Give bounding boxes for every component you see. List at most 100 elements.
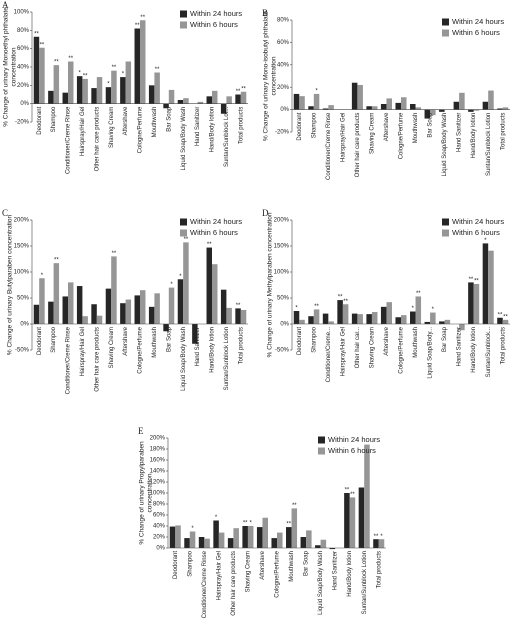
x-tick-label: Total products [376, 551, 382, 588]
bar [439, 321, 445, 324]
bar [313, 309, 320, 324]
y-tick-label: 0% [156, 546, 165, 552]
x-tick-label: Other hair care products [355, 113, 361, 178]
bar [48, 301, 54, 324]
y-tick-label: 20% [153, 535, 166, 541]
legend-label: Within 6 hours [328, 446, 376, 455]
significance-mark: * [179, 274, 182, 280]
bar [502, 319, 509, 324]
x-tick-label: Conditioner/Creme... [326, 327, 332, 383]
bar [76, 76, 83, 104]
x-tick-label: Liquid Soap/Body... [428, 327, 434, 379]
y-tick-label: 80% [277, 18, 290, 24]
bar [125, 61, 132, 104]
x-tick-label: Hand/Body lotion [210, 327, 216, 373]
x-tick-label: Liquid Soap/Body Wash [181, 327, 187, 391]
bar [293, 93, 300, 110]
bar [386, 302, 392, 324]
x-tick-label: Cologne/Perfume [399, 112, 405, 159]
bar [256, 527, 263, 548]
bar [68, 282, 74, 324]
legend-label: Within 6 hours [190, 20, 238, 29]
bar [134, 295, 140, 324]
x-tick-label: Conditioner/Creme Rinse [66, 326, 72, 394]
y-tick-label: -50% [15, 348, 30, 354]
bar [308, 316, 314, 324]
bar [337, 300, 343, 324]
y-tick-label: 160% [150, 458, 166, 464]
y-tick-label: 0% [20, 101, 29, 107]
x-tick-label: Hand Sanitizer [457, 113, 463, 152]
x-tick-label: Other hair care products [94, 107, 100, 172]
y-tick-label: 80% [17, 28, 30, 34]
x-tick-label: Deodorant [37, 106, 43, 134]
x-tick-label: Cologne/Perfume [138, 106, 144, 153]
bar [415, 107, 422, 110]
bar [212, 90, 218, 104]
y-tick-label: 50% [277, 296, 290, 302]
significance-mark: ** [54, 258, 59, 264]
bar [91, 88, 97, 104]
x-tick-label: Hand Sanitizer [457, 327, 463, 366]
bar [401, 97, 407, 110]
x-tick-label: Aftershave [384, 326, 390, 355]
significance-mark: ** [314, 304, 319, 310]
x-tick-label: Conditioner/Creme Rinse [66, 106, 72, 174]
bar [358, 487, 365, 548]
significance-mark: ** [34, 31, 39, 37]
bar [227, 538, 234, 548]
significance-mark: ** [343, 299, 348, 305]
bar [213, 520, 219, 548]
bar [68, 61, 74, 104]
bar [430, 312, 436, 324]
legend-swatch [442, 229, 449, 237]
bar [247, 526, 254, 548]
bar [53, 65, 60, 104]
bar [315, 545, 321, 548]
bar [371, 106, 378, 110]
y-tick-label: 0% [280, 322, 289, 328]
bar [344, 493, 350, 548]
y-tick-label: 60% [17, 46, 30, 52]
bar [300, 537, 307, 548]
significance-mark: ** [498, 312, 503, 318]
x-tick-label: Hand/Body lotion [471, 113, 477, 159]
significance-mark: ** [112, 65, 117, 71]
significance-mark: * [432, 307, 435, 313]
legend-label: Within 24 hours [328, 435, 380, 444]
x-tick-label: Liquid Soap/Body Wash [442, 113, 448, 177]
bar [212, 264, 218, 324]
bar [242, 526, 248, 548]
bar [482, 243, 489, 324]
x-tick-label: Shaving Cream [109, 107, 115, 148]
bar [468, 282, 474, 324]
x-tick-label: Shampoo [51, 326, 57, 352]
bar [177, 100, 184, 104]
legend-swatch [180, 229, 187, 237]
bar [240, 309, 247, 324]
x-tick-label: Total products [238, 327, 244, 364]
legend-swatch [318, 436, 325, 444]
bar [380, 104, 387, 110]
significance-mark: ** [243, 521, 248, 527]
x-tick-label: Aftershave [123, 106, 129, 135]
y-tick-label: 100% [274, 270, 290, 276]
significance-mark: ** [374, 534, 379, 540]
bar [415, 296, 422, 324]
bar [299, 319, 305, 324]
bar [473, 283, 480, 324]
bar [177, 279, 184, 324]
y-axis-title: % Change of urinary Propylparaben [139, 441, 146, 545]
x-tick-label: Aftershave [123, 326, 129, 355]
legend-swatch [442, 18, 449, 26]
bar [105, 288, 112, 324]
significance-mark: ** [83, 73, 88, 79]
bar [183, 242, 189, 324]
legend-swatch [318, 447, 325, 455]
bar [320, 539, 327, 548]
bar [82, 316, 88, 324]
x-tick-label: Aftershave [260, 550, 266, 579]
x-tick-label: Bar Soap [166, 106, 172, 132]
y-tick-label: 100% [14, 10, 30, 16]
